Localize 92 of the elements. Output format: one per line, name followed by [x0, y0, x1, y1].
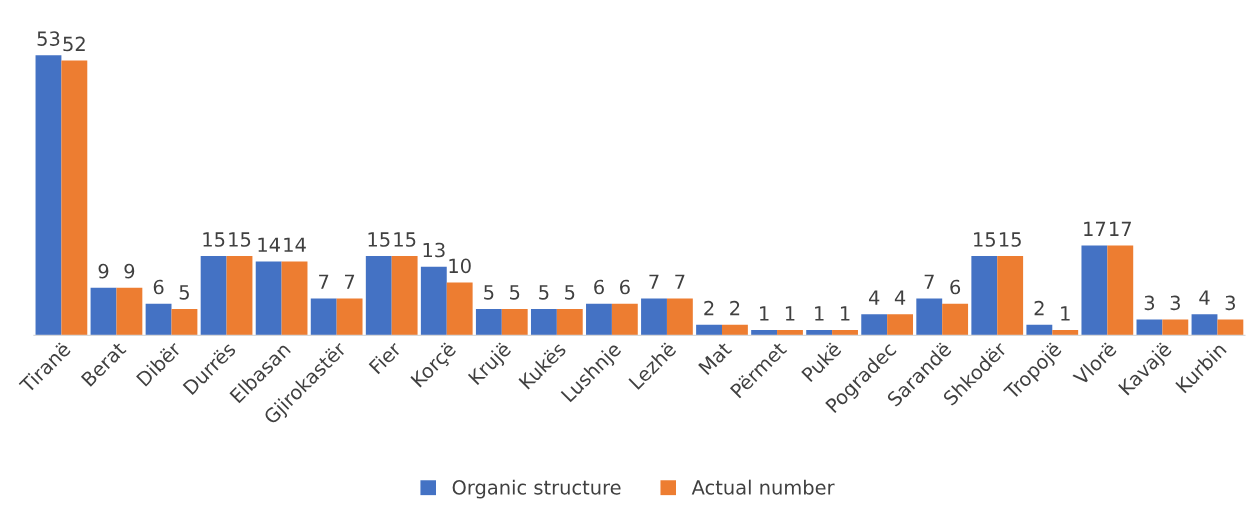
data-label: 5	[179, 285, 189, 300]
data-label: 2	[1034, 300, 1044, 316]
data-label: 14	[284, 237, 306, 252]
bar	[1026, 324, 1053, 336]
data-label: 14	[258, 237, 280, 252]
bar	[391, 256, 418, 336]
bar	[666, 298, 693, 336]
data-label: 3	[1170, 295, 1180, 311]
bar	[310, 298, 337, 336]
bar	[611, 303, 638, 336]
bar	[997, 256, 1024, 336]
data-label: 9	[124, 263, 135, 279]
data-label: 15	[368, 232, 390, 247]
bar	[971, 256, 998, 336]
bar	[556, 308, 583, 336]
bar	[696, 324, 722, 336]
data-label: 6	[153, 279, 164, 295]
bar	[1217, 319, 1244, 336]
data-label: 7	[924, 274, 934, 289]
bar	[420, 266, 447, 336]
bar	[1107, 245, 1134, 336]
data-label: 5	[510, 285, 520, 300]
bar	[281, 261, 308, 336]
data-label: 4	[894, 290, 906, 305]
bar	[586, 303, 612, 336]
bar	[171, 308, 198, 336]
data-label: 9	[98, 263, 109, 279]
data-label: 5	[484, 285, 494, 300]
bar	[1136, 319, 1163, 336]
data-label: 10	[449, 258, 471, 274]
data-label: 52	[63, 36, 85, 52]
data-label: 4	[868, 290, 880, 305]
bar	[116, 287, 143, 336]
data-label: 3	[1144, 295, 1155, 311]
bar	[501, 308, 528, 336]
legend-label: Actual number	[691, 479, 835, 495]
data-label: 1	[785, 306, 795, 321]
bar	[90, 287, 117, 336]
bar	[365, 256, 392, 336]
bar	[336, 298, 363, 336]
data-label: 1	[760, 306, 769, 321]
bar	[61, 60, 88, 336]
data-label: 4	[1199, 290, 1210, 305]
data-label: 1	[1061, 306, 1070, 321]
bar	[1081, 245, 1108, 336]
bar	[751, 330, 778, 336]
bar	[806, 330, 833, 336]
data-label: 7	[345, 274, 355, 289]
data-label: 15	[394, 232, 416, 247]
bar	[942, 303, 969, 336]
data-label: 6	[950, 279, 961, 295]
bar	[777, 330, 803, 336]
data-label: 15	[229, 232, 251, 247]
data-label: 2	[730, 300, 740, 316]
legend-label: Organic structure	[452, 479, 621, 499]
data-label: 17	[1110, 221, 1131, 236]
bar	[887, 314, 914, 336]
data-label: 1	[840, 306, 850, 321]
bar	[1191, 314, 1218, 336]
data-label: 15	[999, 232, 1021, 247]
bar	[1052, 330, 1079, 336]
data-label: 2	[704, 300, 714, 316]
bar	[641, 298, 667, 336]
bar	[861, 314, 888, 336]
data-label: 17	[1084, 221, 1106, 236]
bar	[530, 308, 557, 336]
data-label: 5	[539, 285, 549, 300]
bar	[226, 256, 253, 336]
bar	[255, 261, 282, 336]
bar	[722, 324, 748, 336]
data-label: 15	[203, 232, 225, 247]
bar	[832, 330, 858, 336]
bar	[446, 282, 473, 336]
bar	[35, 55, 62, 336]
data-label: 7	[675, 274, 685, 289]
bar	[475, 308, 502, 336]
data-label: 3	[1225, 295, 1235, 311]
data-label: 5	[565, 285, 575, 300]
data-label: 53	[37, 31, 60, 46]
bar	[200, 256, 227, 336]
data-label: 7	[649, 274, 659, 289]
bar	[916, 298, 943, 336]
bar	[145, 303, 172, 336]
bar	[1162, 319, 1189, 336]
data-label: 15	[974, 232, 995, 247]
data-label: 7	[319, 274, 329, 289]
data-label: 1	[815, 306, 824, 321]
data-label: 6	[594, 279, 604, 295]
data-label: 6	[620, 279, 630, 295]
x-tick-label: Mat	[698, 341, 733, 376]
x-tick-label: Fier	[368, 340, 403, 375]
data-label: 13	[423, 242, 445, 258]
